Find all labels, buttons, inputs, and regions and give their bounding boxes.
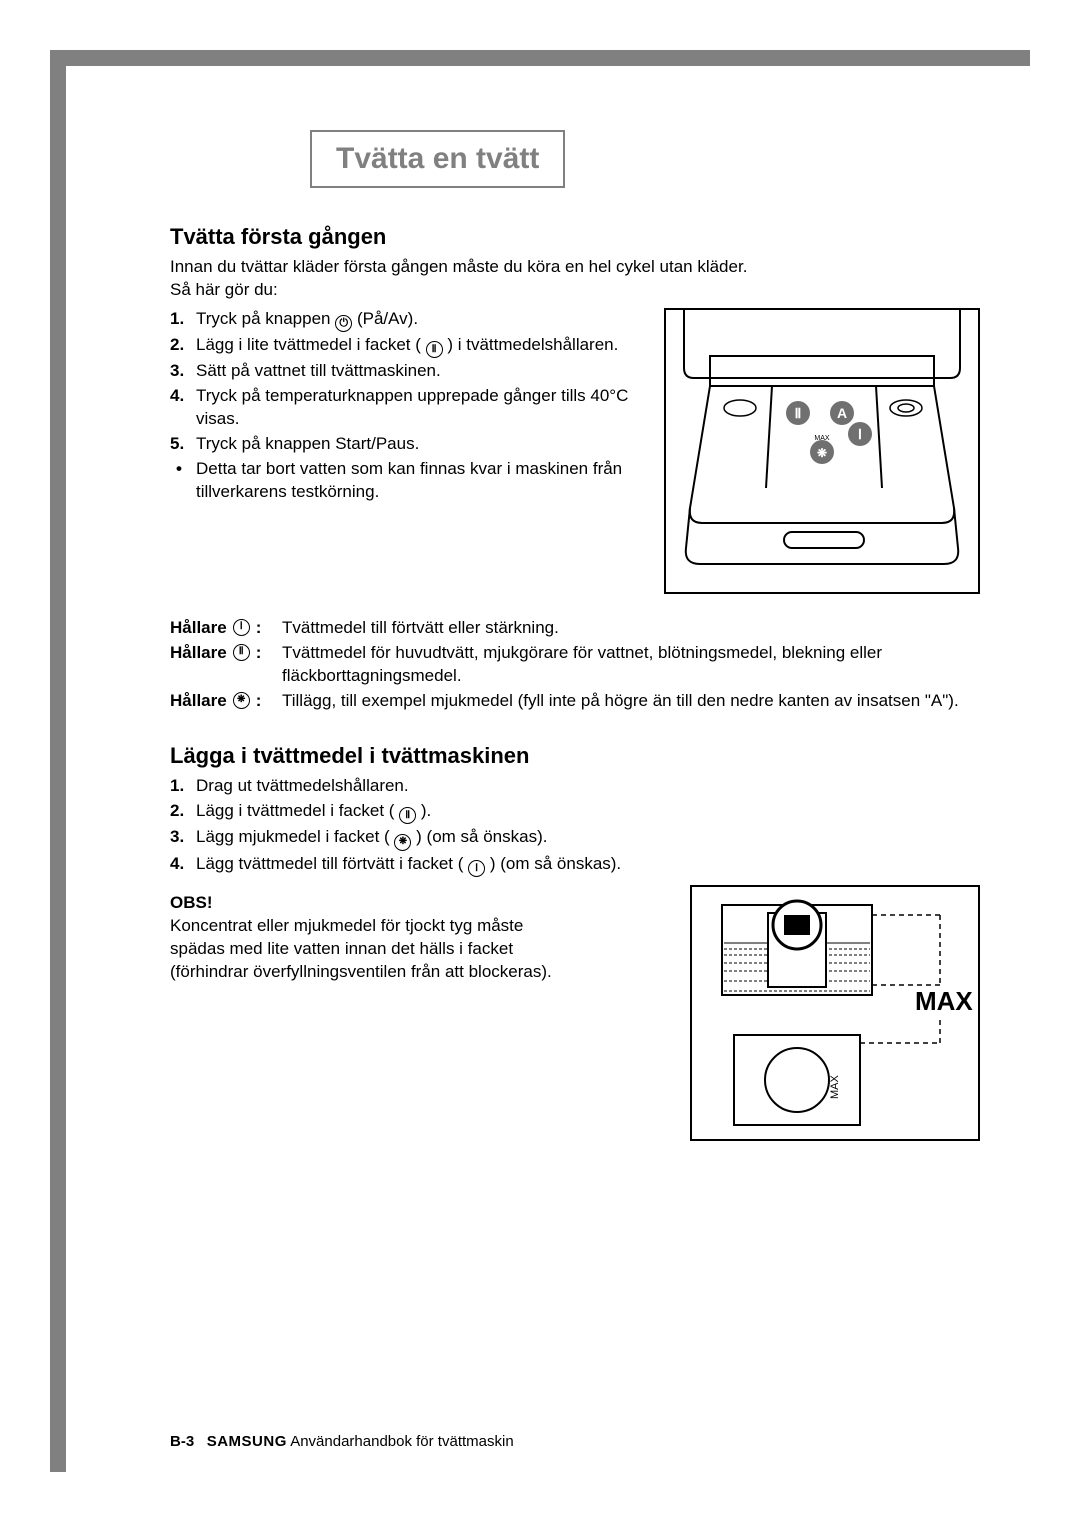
section1-heading: Tvätta första gången <box>170 224 980 250</box>
step-item: Tryck på knappen Start/Paus. <box>170 433 644 456</box>
holder-prefix: Hållare <box>170 642 227 665</box>
note-text: Koncentrat eller mjukmedel för tjockt ty… <box>170 915 580 984</box>
label-flower: ❋ <box>817 446 827 460</box>
step-item: Lägg i tvättmedel i facket ( ). <box>170 800 980 825</box>
footer-text: Användarhandbok för tvättmaskin <box>290 1433 513 1450</box>
holder-row: Hållare : Tvättmedel till förtvätt eller… <box>170 617 980 640</box>
bullet-item: Detta tar bort vatten som kan finnas kva… <box>170 458 644 504</box>
power-icon <box>335 315 352 332</box>
holder-row: Hållare : Tillägg, till exempel mjukmede… <box>170 690 980 713</box>
step-item: Sätt på vattnet till tvättmaskinen. <box>170 360 644 383</box>
page-content: Tvätta en tvätt Tvätta första gången Inn… <box>170 130 980 1452</box>
softener-icon <box>233 692 250 709</box>
max-figure: MAX MAX <box>690 885 980 1141</box>
holder-row: Hållare : Tvättmedel för huvudtvätt, mju… <box>170 642 980 688</box>
label-A: A <box>837 405 847 421</box>
section1-steps: Tryck på knappen (På/Av). Lägg i lite tv… <box>170 308 644 456</box>
max-label-big: MAX <box>915 986 973 1016</box>
obs-label: OBS! <box>170 893 670 913</box>
holder-prefix: Hållare <box>170 617 227 640</box>
step-item: Lägg i lite tvättmedel i facket ( ) i tv… <box>170 334 644 359</box>
step-item: Tryck på knappen (På/Av). <box>170 308 644 332</box>
section1-bullets: Detta tar bort vatten som kan finnas kva… <box>170 458 644 504</box>
step-item: Tryck på temperaturknappen upprepade gån… <box>170 385 644 431</box>
label-II: Ⅱ <box>795 405 802 421</box>
step-item: Lägg mjukmedel i facket ( ) (om så önska… <box>170 826 980 851</box>
label-max-small: MAX <box>814 435 830 442</box>
compartment-2-icon <box>399 807 416 824</box>
holder-desc: Tillägg, till exempel mjukmedel (fyll in… <box>282 690 980 713</box>
max-label-side: MAX <box>829 1075 841 1100</box>
holder-list: Hållare : Tvättmedel till förtvätt eller… <box>170 617 980 713</box>
compartment-1-icon <box>468 860 485 877</box>
label-I: Ⅰ <box>858 426 862 442</box>
brand-name: SAMSUNG <box>207 1433 287 1450</box>
section-add-detergent: Lägga i tvättmedel i tvättmaskinen Drag … <box>170 743 980 1146</box>
page-number: B-3 <box>170 1433 194 1450</box>
compartment-2-icon <box>233 644 250 661</box>
holder-prefix: Hållare <box>170 690 227 713</box>
compartment-1-icon <box>233 619 250 636</box>
page-footer: B-3 SAMSUNG Användarhandbok för tvättmas… <box>170 1433 514 1450</box>
section1-intro: Innan du tvättar kläder första gången må… <box>170 256 980 302</box>
holder-desc: Tvättmedel till förtvätt eller stärkning… <box>282 617 980 640</box>
compartment-2-icon <box>426 341 443 358</box>
section-first-wash: Tvätta första gången Innan du tvättar kl… <box>170 224 980 713</box>
section2-steps: Drag ut tvättmedelshållaren. Lägg i tvät… <box>170 775 980 877</box>
step-item: Lägg tvättmedel till förtvätt i facket (… <box>170 853 980 878</box>
page-title: Tvätta en tvätt <box>310 130 565 188</box>
step-item: Drag ut tvättmedelshållaren. <box>170 775 980 798</box>
drawer-figure: Ⅱ A Ⅰ ❋ MAX <box>664 308 980 594</box>
holder-desc: Tvättmedel för huvudtvätt, mjukgörare fö… <box>282 642 980 688</box>
softener-icon <box>394 834 411 851</box>
section2-heading: Lägga i tvättmedel i tvättmaskinen <box>170 743 980 769</box>
